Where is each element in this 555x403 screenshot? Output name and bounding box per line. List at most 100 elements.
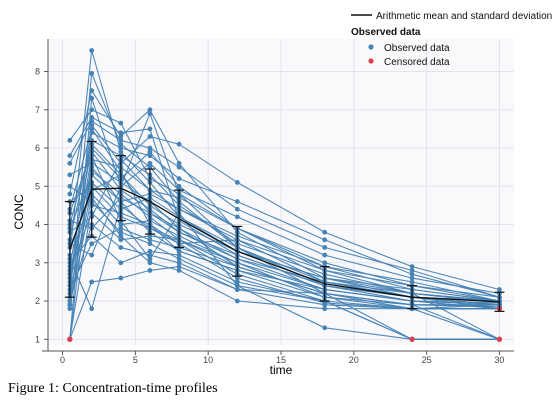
observed-point xyxy=(118,130,124,136)
observed-point xyxy=(89,88,95,94)
observed-point xyxy=(409,279,415,285)
observed-point xyxy=(118,233,124,239)
observed-point xyxy=(118,260,124,266)
observed-point xyxy=(176,141,182,147)
observed-point xyxy=(176,264,182,269)
x-tick-label: 5 xyxy=(133,355,138,365)
observed-point xyxy=(234,279,240,285)
observed-point xyxy=(322,252,328,258)
censored-point xyxy=(496,336,503,342)
observed-point xyxy=(409,268,415,273)
observed-point xyxy=(147,126,153,132)
observed-point xyxy=(147,237,153,243)
observed-point xyxy=(118,141,124,147)
observed-point xyxy=(322,245,328,250)
observed-point xyxy=(147,145,153,151)
legend-censored-swatch xyxy=(368,58,374,64)
observed-point xyxy=(234,287,240,292)
observed-point xyxy=(176,256,182,262)
observed-point xyxy=(118,225,124,231)
observed-point xyxy=(89,241,95,247)
observed-point xyxy=(118,245,124,250)
observed-point xyxy=(67,191,73,197)
observed-point xyxy=(147,260,153,266)
observed-point xyxy=(147,256,153,262)
observed-point xyxy=(497,287,502,292)
observed-point xyxy=(67,306,73,312)
observed-point xyxy=(89,95,95,101)
observed-point xyxy=(176,268,182,273)
legend: Arithmetic mean and standard deviation O… xyxy=(351,11,552,68)
observed-point xyxy=(67,172,73,178)
y-tick-label: 7 xyxy=(35,105,40,115)
observed-point xyxy=(176,260,182,266)
x-tick-label: 0 xyxy=(60,355,65,365)
x-tick-label: 25 xyxy=(422,355,432,365)
observed-point xyxy=(322,237,328,243)
observed-point xyxy=(322,302,328,308)
observed-point xyxy=(67,137,73,143)
observed-point xyxy=(147,111,153,116)
legend-heading: Observed data xyxy=(351,27,421,38)
observed-point xyxy=(89,122,95,128)
observed-point xyxy=(118,137,124,143)
observed-point xyxy=(176,176,182,182)
y-tick-label: 8 xyxy=(35,67,40,77)
observed-point xyxy=(147,164,153,170)
axes: 1 2 3 4 5 6 7 8 0 5 10 15 20 25 30 xyxy=(35,39,514,365)
legend-observed-label: Observed data xyxy=(384,43,450,54)
observed-point xyxy=(118,222,124,227)
observed-point xyxy=(322,229,328,235)
mean-sd-series xyxy=(64,140,505,312)
y-tick-label: 3 xyxy=(35,258,40,268)
observed-point xyxy=(89,306,95,312)
figure-caption: Figure 1: Concentration-time profiles xyxy=(8,381,218,396)
observed-point xyxy=(67,302,73,308)
y-tick-label: 2 xyxy=(35,296,40,306)
censored-point xyxy=(67,336,73,342)
observed-point xyxy=(234,214,240,220)
y-tick-label: 4 xyxy=(35,220,40,230)
x-tick-label: 10 xyxy=(203,355,213,365)
observed-point xyxy=(147,149,153,155)
observed-point xyxy=(147,160,153,166)
observed-point xyxy=(147,248,153,254)
y-tick-label: 6 xyxy=(35,143,40,153)
observed-point xyxy=(234,275,240,281)
observed-point xyxy=(67,153,73,159)
observed-point xyxy=(147,153,153,159)
observed-point xyxy=(89,118,95,124)
observed-point xyxy=(234,206,240,212)
x-tick-label: 15 xyxy=(276,355,286,365)
observed-point xyxy=(147,107,153,113)
observed-point xyxy=(89,130,95,136)
x-tick-label: 30 xyxy=(494,355,504,365)
observed-point xyxy=(67,160,73,166)
observed-point xyxy=(409,271,415,277)
observed-point xyxy=(118,229,124,235)
observed-point xyxy=(147,252,153,258)
observed-point xyxy=(118,120,124,126)
grid-lines xyxy=(48,39,514,345)
observed-point xyxy=(118,237,124,243)
observed-point xyxy=(409,275,415,281)
observed-point xyxy=(67,183,73,189)
observed-point xyxy=(118,134,124,139)
x-tick-label: 20 xyxy=(349,355,359,365)
observed-point xyxy=(234,283,240,289)
legend-mean-label: Arithmetic mean and standard deviation xyxy=(376,11,552,22)
observed-point xyxy=(176,248,182,254)
observed-point xyxy=(147,241,153,247)
observed-point xyxy=(147,233,153,239)
observed-point xyxy=(176,160,182,166)
observed-point xyxy=(118,275,124,281)
observed-point xyxy=(118,149,124,155)
censored-point xyxy=(409,336,415,342)
observed-point xyxy=(89,126,95,132)
observed-point xyxy=(118,145,124,151)
y-tick-label: 1 xyxy=(35,334,40,344)
observed-point xyxy=(322,306,328,312)
observed-point xyxy=(234,180,240,185)
observed-point xyxy=(89,107,95,113)
